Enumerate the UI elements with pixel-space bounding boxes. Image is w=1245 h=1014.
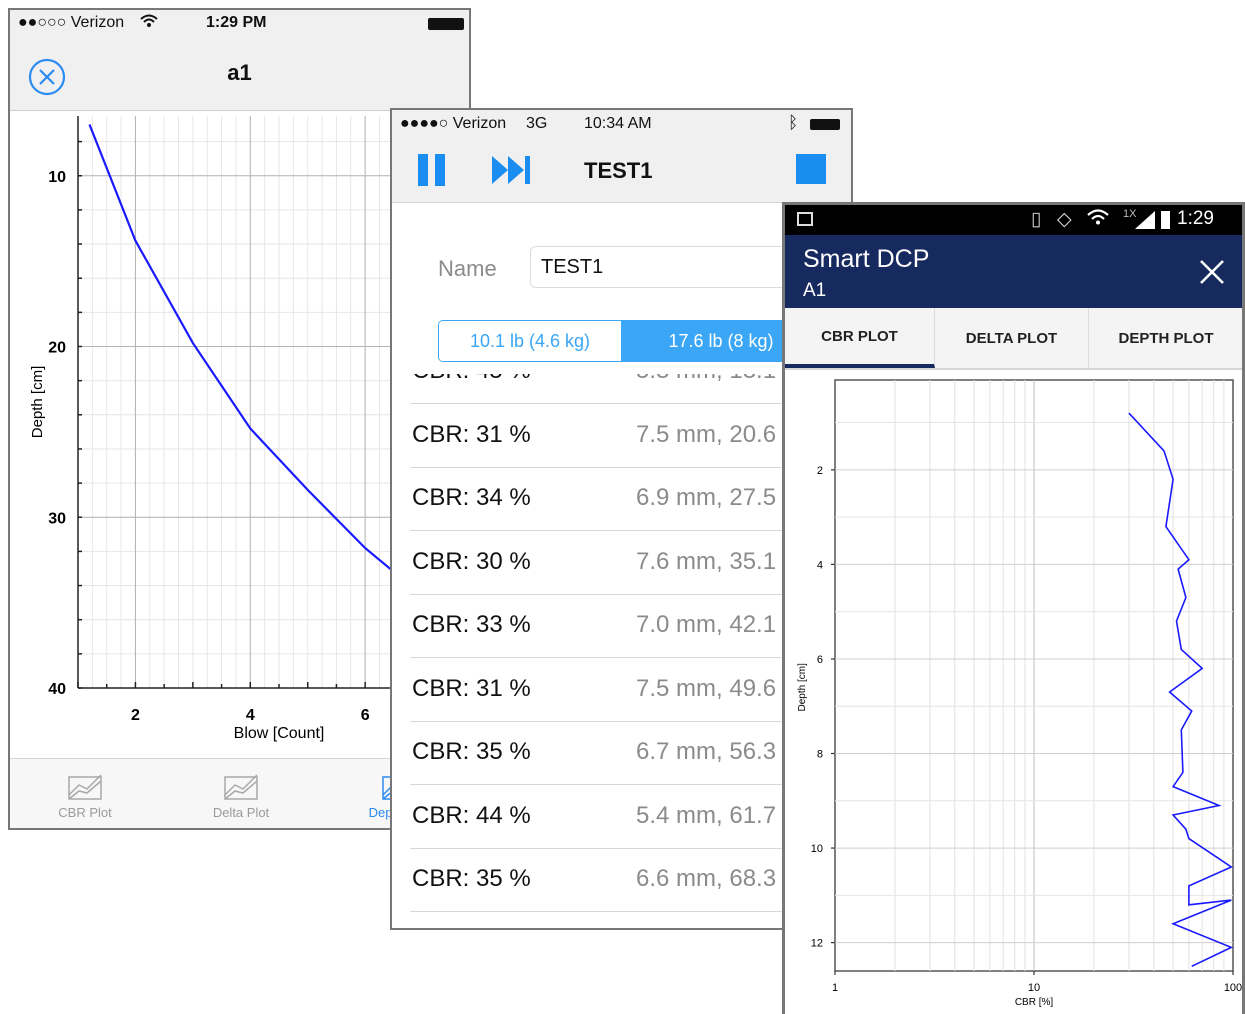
tab-delta-plot[interactable]: DELTA PLOT — [935, 308, 1089, 368]
penetration-value: 7.0 mm, 42.1 — [636, 611, 777, 638]
list-item[interactable]: CBR: 35 % 6.7 mm, 56.3 — [410, 721, 851, 785]
battery-icon — [810, 119, 840, 130]
stop-icon[interactable] — [796, 154, 826, 184]
wifi-icon — [140, 14, 158, 31]
segment-light-hammer[interactable]: 10.1 lb (4.6 kg) — [439, 321, 621, 361]
app-bar: Smart DCP A1 — [785, 235, 1242, 308]
y-tick-label: 40 — [48, 681, 66, 698]
cbr-plot-chart: 2 4 6 8 10 12 1 10 100 CBR [%] Depth [cm] — [797, 379, 1242, 1008]
status-bar: ●●○○○ Verizon 1:29 PM — [10, 10, 469, 38]
carrier-label: ●●○○○ Verizon — [18, 14, 125, 31]
cbr-value: CBR: 31 % — [412, 674, 531, 702]
penetration-value: 6.7 mm, 56.3 — [636, 738, 777, 765]
x-tick-label: 6 — [361, 707, 370, 724]
x-tick-label: 1 — [832, 982, 838, 994]
phone-cbr-plot: ▯ ◇ 1X 1:29 Smart DCP A1 CBR PLOT DELTA … — [782, 202, 1245, 1014]
y-axis-label: Depth [cm] — [797, 663, 808, 712]
x-tick-label: 2 — [131, 707, 140, 724]
x-tick-label: 4 — [246, 707, 255, 724]
page-title: TEST1 — [584, 158, 653, 183]
tab-cbr-plot[interactable]: CBR PLOT — [785, 308, 935, 368]
x-tick-label: 100 — [1224, 982, 1242, 994]
status-time: 1:29 PM — [206, 14, 267, 31]
tab-label: Delta Plot — [212, 805, 270, 820]
penetration-value: 7.6 mm, 35.1 — [636, 547, 777, 575]
list-item[interactable]: CBR: 45 % 5.3 mm, 13.1 — [410, 374, 851, 404]
image-icon — [797, 212, 813, 226]
status-bar: ▯ ◇ 1X 1:29 — [785, 205, 1242, 235]
nav-bar: TEST1 — [392, 138, 851, 203]
y-tick-label: 4 — [817, 559, 823, 571]
chart-icon — [224, 774, 258, 800]
y-tick-label: 10 — [48, 169, 66, 186]
y-tick-label: 8 — [817, 749, 823, 761]
list-item[interactable]: CBR: 31 % 7.5 mm, 49.6 — [410, 658, 851, 722]
rotate-icon: ◇ — [1057, 209, 1072, 230]
app-title: Smart DCP — [803, 245, 930, 273]
cbr-value: CBR: 34 % — [412, 484, 531, 511]
y-tick-label: 10 — [811, 843, 823, 855]
penetration-value: 6.9 mm, 27.5 — [636, 484, 777, 511]
x-axis-label: Blow [Count] — [234, 725, 325, 742]
list-item[interactable]: CBR: 30 % 7.6 mm, 35.1 — [410, 531, 851, 595]
network-label: 3G — [526, 115, 548, 132]
cbr-list: CBR: 45 % 5.3 mm, 13.1 CBR: 31 % 7.5 mm, 20… — [392, 374, 851, 924]
penetration-value: 7.5 mm, 20.6 — [636, 420, 777, 448]
name-label: Name — [438, 256, 497, 281]
tab-cbr-plot[interactable]: CBR Plot — [30, 769, 140, 820]
x-axis-label: CBR [%] — [1015, 997, 1054, 1008]
cbr-value: CBR: 45 % — [412, 374, 531, 385]
list-item[interactable]: CBR: 44 % 5.4 mm, 61.7 — [410, 785, 851, 849]
pause-icon[interactable] — [418, 154, 446, 191]
close-icon[interactable] — [1199, 259, 1225, 290]
x-tick-label: 10 — [1028, 982, 1040, 994]
cbr-value: CBR: 35 % — [412, 865, 531, 892]
cbr-series-line — [1128, 412, 1234, 968]
y-tick-label: 20 — [48, 340, 66, 357]
y-tick-label: 2 — [817, 465, 823, 477]
y-tick-label: 30 — [48, 510, 66, 527]
status-time: 1:29 — [1177, 208, 1214, 229]
signal-icon — [1135, 211, 1155, 235]
cbr-value: CBR: 30 % — [412, 547, 531, 575]
penetration-value: 6.6 mm, 68.3 — [636, 865, 777, 892]
cbr-value: CBR: 35 % — [412, 738, 531, 765]
y-axis-label: Depth [cm] — [29, 366, 46, 439]
battery-icon — [428, 18, 464, 30]
cbr-value: CBR: 44 % — [412, 801, 531, 829]
wifi-icon — [1087, 209, 1109, 231]
tab-depth-plot[interactable]: DEPTH PLOT — [1118, 329, 1214, 347]
list-item[interactable]: CBR: 35 % 6.6 mm, 68.3 — [410, 848, 851, 912]
nav-bar: a1 — [10, 38, 469, 111]
carrier-label: ●●●●○ Verizon — [400, 115, 507, 132]
phone-test-list: ●●●●○ Verizon 3G 10:34 AM ᛒ TEST1 Name T… — [390, 108, 853, 930]
list-item[interactable]: CBR: 31 % 7.5 mm, 20.6 — [410, 404, 851, 468]
y-tick-label: 12 — [811, 938, 823, 950]
battery-icon — [1161, 211, 1170, 229]
skip-forward-icon[interactable] — [492, 156, 532, 189]
tab-strip: CBR PLOT DELTA PLOT DEPTH PLOT — [785, 308, 1242, 370]
chart-icon — [68, 774, 102, 800]
y-tick-label: 6 — [817, 654, 823, 666]
list-item[interactable]: CBR: 33 % 7.0 mm, 42.1 — [410, 594, 851, 658]
bluetooth-icon: ᛒ — [788, 113, 799, 132]
tab-delta-plot[interactable]: Delta Plot — [186, 769, 296, 820]
weight-segmented-control[interactable]: 10.1 lb (4.6 kg) 17.6 lb (8 kg) — [438, 320, 818, 362]
penetration-value: 5.3 mm, 13.1 — [636, 374, 776, 385]
cbr-value: CBR: 33 % — [412, 611, 531, 638]
cbr-value: CBR: 31 % — [412, 420, 531, 448]
page-title: a1 — [227, 60, 252, 85]
close-icon[interactable] — [28, 58, 66, 96]
status-time: 10:34 AM — [584, 115, 652, 132]
vibrate-icon: ▯ — [1031, 209, 1042, 230]
tab-label: CBR Plot — [58, 805, 112, 820]
list-item[interactable]: CBR: 34 % 6.9 mm, 27.5 — [410, 467, 851, 531]
app-subtitle: A1 — [803, 280, 827, 301]
penetration-value: 5.4 mm, 61.7 — [636, 801, 777, 829]
network-type-label: 1X — [1123, 208, 1137, 220]
penetration-value: 7.5 mm, 49.6 — [636, 674, 777, 702]
status-bar: ●●●●○ Verizon 3G 10:34 AM ᛒ — [392, 110, 851, 138]
